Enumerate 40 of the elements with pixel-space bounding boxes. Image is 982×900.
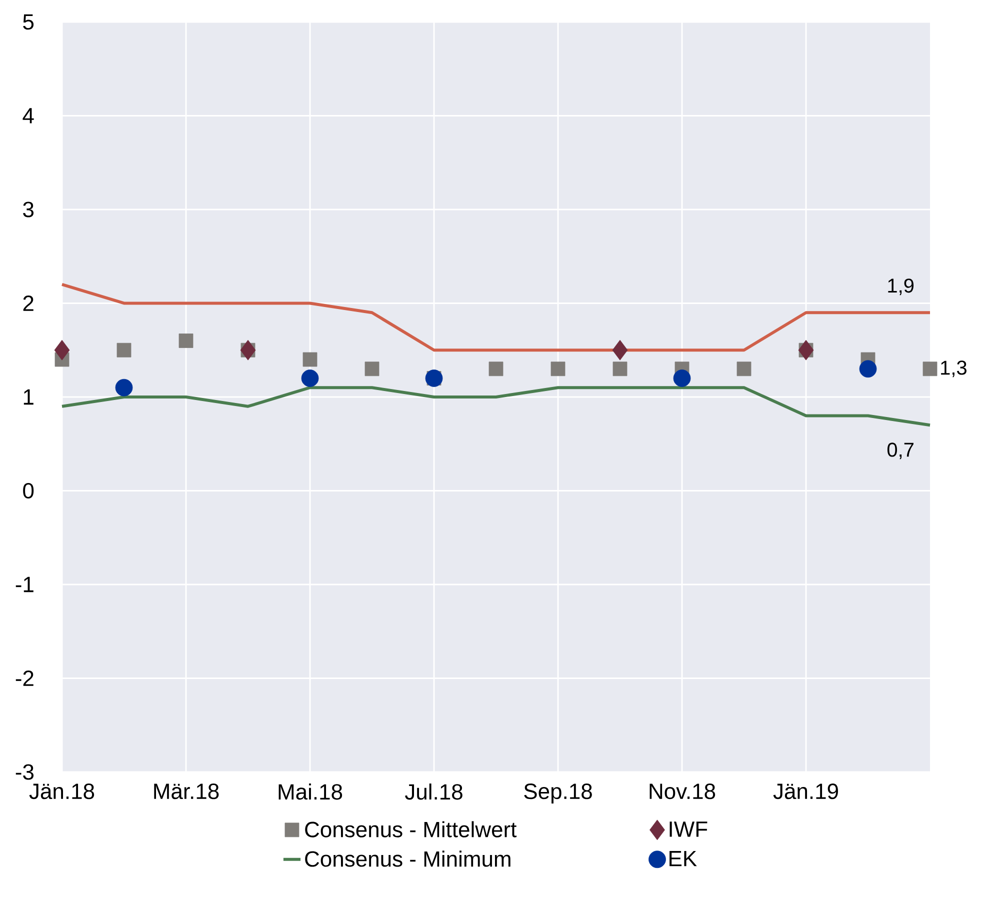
data-label: 1,9	[888, 278, 914, 296]
point	[736, 362, 752, 376]
legend-label: IWF	[670, 822, 708, 837]
point	[488, 362, 504, 376]
point	[550, 362, 566, 376]
y-tick-label: -2	[16, 670, 34, 686]
y-tick-label: -1	[16, 576, 34, 592]
legend-label: Consenus - Minimum	[305, 850, 510, 867]
legend-label: EK	[670, 851, 697, 866]
data-label: 1,3	[941, 360, 966, 378]
point	[302, 352, 318, 367]
point	[301, 370, 319, 387]
x-tick-label: Mai.18	[278, 784, 342, 800]
y-tick-label: 5	[23, 14, 34, 30]
y-tick-label: -3	[16, 764, 34, 780]
x-tick-label: Jän.18	[29, 784, 94, 800]
y-tick-label: 1	[24, 389, 34, 405]
point	[922, 362, 938, 376]
point	[240, 340, 256, 360]
x-tick-label: Sep.18	[524, 784, 592, 804]
point	[612, 340, 628, 360]
x-tick-label: Jän.19	[773, 784, 838, 800]
legend-label: Consenus - Mittelwert	[305, 821, 517, 838]
x-tick-label: Mär.18	[154, 784, 219, 800]
point	[54, 340, 70, 360]
x-tick-label: Nov.18	[650, 784, 716, 800]
data-label: 0,7	[887, 442, 914, 460]
y-tick-label: 0	[23, 482, 34, 499]
point	[115, 378, 133, 396]
point	[364, 362, 380, 376]
x-tick-label: Jul.18	[404, 784, 462, 800]
point	[798, 340, 814, 360]
point	[178, 334, 194, 348]
y-tick-label: 2	[23, 296, 34, 311]
y-tick-label: 4	[22, 108, 34, 124]
point	[673, 370, 691, 387]
y-tick-label: 3	[23, 202, 34, 218]
point	[859, 360, 877, 378]
point	[612, 362, 628, 376]
point	[116, 342, 132, 358]
